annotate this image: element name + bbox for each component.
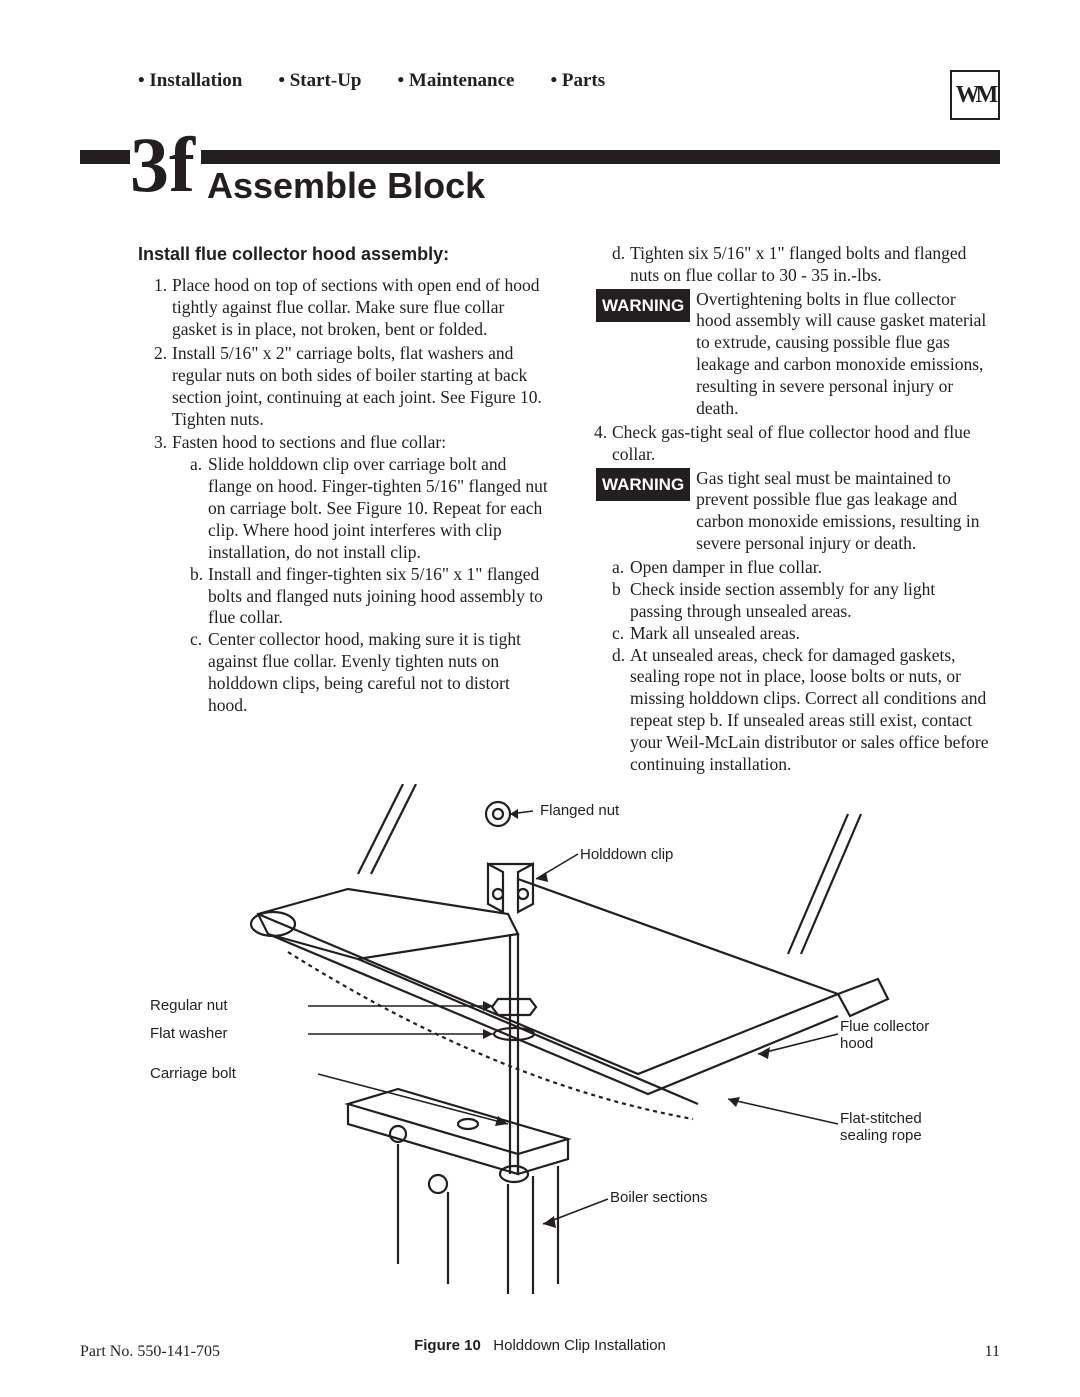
right-pre-list: d. Tighten six 5/16" x 1" flanged bolts … — [578, 243, 990, 287]
list-item: 2. Install 5/16" x 2" carriage bolts, fl… — [154, 343, 550, 431]
figure-10: Flanged nut Holddown clip Regular nut Fl… — [80, 784, 1000, 1344]
item-number: 2. — [154, 343, 167, 365]
label-flue-collector: Flue collector hood — [840, 1018, 950, 1053]
part-number: Part No. 550-141-705 — [80, 1343, 220, 1361]
label-carriage-bolt: Carriage bolt — [150, 1065, 236, 1082]
warning-text: Overtightening bolts in flue collector h… — [696, 289, 990, 420]
item-number: c. — [612, 623, 624, 645]
label-flanged-nut: Flanged nut — [540, 802, 619, 819]
section-number: 3f — [130, 142, 201, 189]
list-item: a. Slide holddown clip over carriage bol… — [190, 454, 550, 563]
list-item: c. Mark all unsealed areas. — [612, 623, 990, 645]
item-text: Check gas-tight seal of flue collector h… — [612, 422, 971, 464]
item-text: Install and finger-tighten six 5/16" x 1… — [208, 564, 543, 628]
item-number: a. — [612, 557, 624, 579]
list-item: b Check inside section assembly for any … — [612, 579, 990, 623]
content-columns: Install flue collector hood assembly: 1.… — [80, 243, 1000, 776]
list-item: c. Center collector hood, making sure it… — [190, 629, 550, 717]
item-text: Place hood on top of sections with open … — [172, 275, 539, 339]
warning-badge-icon: WARNING — [596, 468, 690, 501]
item-text: Center collector hood, making sure it is… — [208, 629, 521, 715]
section-title: Assemble Block — [207, 165, 485, 207]
breadcrumb: Installation Start-Up Maintenance Parts — [80, 70, 605, 92]
item-text: Check inside section assembly for any li… — [630, 579, 935, 621]
warning-text: Gas tight seal must be maintained to pre… — [696, 468, 990, 556]
page-footer: Part No. 550-141-705 11 — [80, 1343, 1000, 1361]
item-number: 3. — [154, 432, 167, 454]
list-item: d. At unsealed areas, check for damaged … — [612, 645, 990, 776]
label-flat-stitched: Flat-stitched sealing rope — [840, 1110, 950, 1145]
item-text: Open damper in flue collar. — [630, 557, 822, 577]
right-sub-list: a. Open damper in flue collar. b Check i… — [578, 557, 990, 776]
header: Installation Start-Up Maintenance Parts … — [80, 70, 1000, 120]
sub-heading: Install flue collector hood assembly: — [138, 243, 550, 266]
warning-block: WARNING Gas tight seal must be maintaine… — [596, 468, 990, 556]
crumb-installation: Installation — [138, 70, 242, 92]
left-list: 1. Place hood on top of sections with op… — [138, 275, 550, 717]
item-text: Slide holddown clip over carriage bolt a… — [208, 454, 548, 562]
item-number: 4. — [594, 422, 607, 444]
item-number: b — [612, 579, 621, 601]
crumb-startup: Start-Up — [278, 70, 361, 92]
item-number: c. — [190, 629, 202, 651]
item-number: 1. — [154, 275, 167, 297]
left-column: Install flue collector hood assembly: 1.… — [138, 243, 550, 776]
warning-badge-icon: WARNING — [596, 289, 690, 322]
item-number: b. — [190, 564, 203, 586]
crumb-maintenance: Maintenance — [398, 70, 515, 92]
label-holddown-clip: Holddown clip — [580, 846, 673, 863]
list-item: d. Tighten six 5/16" x 1" flanged bolts … — [612, 243, 990, 287]
right-list: 4. Check gas-tight seal of flue collecto… — [578, 422, 990, 466]
item-text: Mark all unsealed areas. — [630, 623, 800, 643]
item-number: d. — [612, 645, 625, 667]
list-item: 4. Check gas-tight seal of flue collecto… — [594, 422, 990, 466]
item-text: At unsealed areas, check for damaged gas… — [630, 645, 989, 774]
label-regular-nut: Regular nut — [150, 997, 228, 1014]
item-text: Fasten hood to sections and flue collar: — [172, 432, 446, 452]
brand-logo-icon: WM — [950, 70, 1000, 120]
list-item: b. Install and finger-tighten six 5/16" … — [190, 564, 550, 630]
label-boiler-sections: Boiler sections — [610, 1189, 708, 1206]
label-flat-washer: Flat washer — [150, 1025, 228, 1042]
right-column: d. Tighten six 5/16" x 1" flanged bolts … — [578, 243, 990, 776]
list-item: 1. Place hood on top of sections with op… — [154, 275, 550, 341]
item-text: Tighten six 5/16" x 1" flanged bolts and… — [630, 243, 966, 285]
item-number: a. — [190, 454, 202, 476]
list-item: a. Open damper in flue collar. — [612, 557, 990, 579]
item-text: Install 5/16" x 2" carriage bolts, flat … — [172, 343, 542, 429]
section-title-block: 3f Assemble Block — [80, 150, 1000, 211]
warning-block: WARNING Overtightening bolts in flue col… — [596, 289, 990, 420]
sub-list: a. Slide holddown clip over carriage bol… — [172, 454, 550, 717]
page-number: 11 — [985, 1343, 1000, 1361]
item-number: d. — [612, 243, 625, 265]
list-item: 3. Fasten hood to sections and flue coll… — [154, 432, 550, 716]
crumb-parts: Parts — [550, 70, 605, 92]
